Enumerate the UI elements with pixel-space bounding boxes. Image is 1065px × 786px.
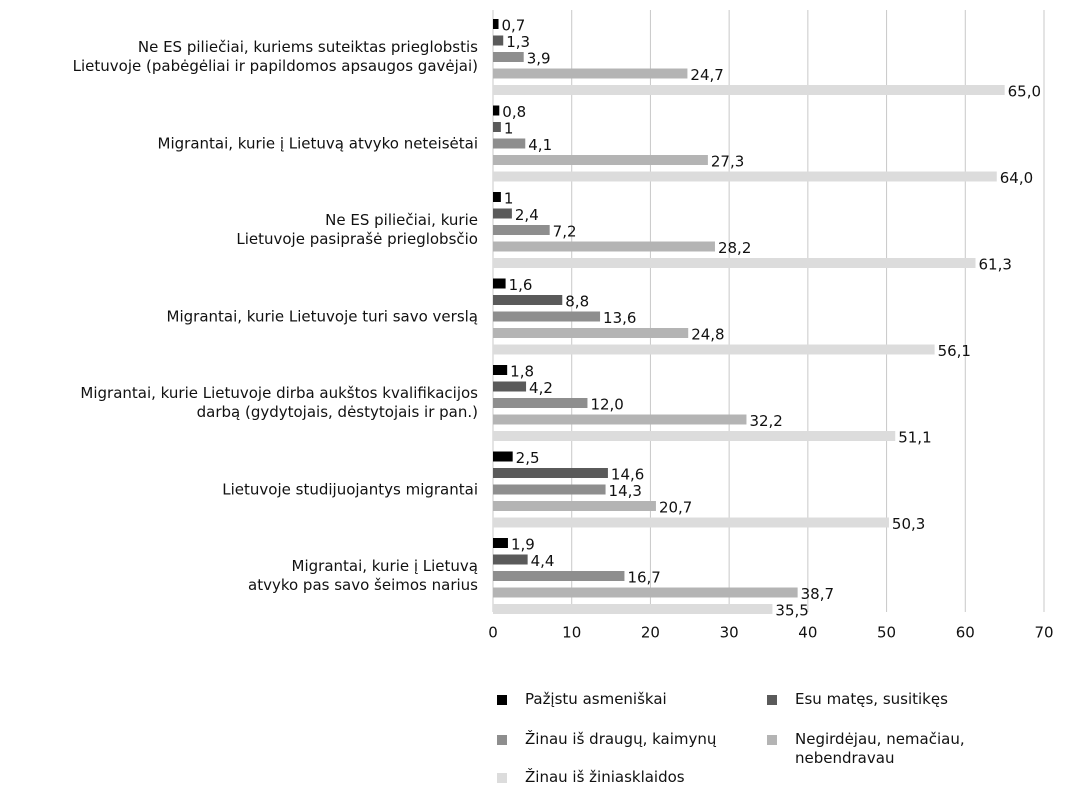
legend-swatch xyxy=(497,695,507,705)
bar xyxy=(493,68,688,79)
value-label: 14,3 xyxy=(609,482,642,500)
legend-label: Esu matęs, susitikęs xyxy=(795,690,948,708)
legend-swatch xyxy=(767,735,777,745)
bar xyxy=(493,431,896,441)
x-tick-label: 40 xyxy=(798,624,817,642)
value-label: 27,3 xyxy=(711,153,744,171)
category-label: Ne ES piliečiai, kurie Lietuvoje pasipra… xyxy=(236,211,478,248)
value-label: 1,9 xyxy=(511,536,535,554)
bar xyxy=(493,52,524,62)
category-label: Ne ES piliečiai, kuriems suteiktas prieg… xyxy=(72,38,478,75)
bar xyxy=(493,19,499,29)
bar xyxy=(493,571,625,581)
bar xyxy=(493,105,500,116)
value-label: 50,3 xyxy=(892,515,925,533)
value-label: 2,4 xyxy=(515,206,539,224)
value-label: 1 xyxy=(504,190,514,208)
value-label: 1 xyxy=(504,120,514,138)
value-label: 28,2 xyxy=(718,239,751,257)
bar xyxy=(493,587,798,598)
bar xyxy=(493,311,601,322)
legend-label: Negirdėjau, nemačiau, nebendravau xyxy=(795,730,965,767)
value-label: 16,7 xyxy=(627,569,660,587)
bar xyxy=(493,451,513,462)
bar xyxy=(493,501,656,511)
x-tick-label: 70 xyxy=(1034,624,1053,642)
bar xyxy=(493,484,606,495)
value-label: 24,7 xyxy=(690,66,723,84)
x-tick-label: 10 xyxy=(562,624,581,642)
x-tick-label: 50 xyxy=(877,624,896,642)
bar xyxy=(493,468,608,478)
legend-swatch xyxy=(497,773,507,783)
x-tick-label: 60 xyxy=(956,624,975,642)
bar xyxy=(493,538,508,548)
bar xyxy=(493,192,501,202)
value-label: 8,8 xyxy=(565,293,589,311)
bar xyxy=(493,208,512,219)
bar xyxy=(493,225,550,235)
value-label: 3,9 xyxy=(527,50,551,68)
value-label: 0,7 xyxy=(502,17,526,35)
value-label: 1,8 xyxy=(510,363,534,381)
category-label: Migrantai, kurie Lietuvoje turi savo ver… xyxy=(166,307,478,325)
bar xyxy=(493,35,504,46)
legend-label: Pažįstu asmeniškai xyxy=(525,690,667,708)
value-label: 64,0 xyxy=(1000,169,1033,187)
category-label: Migrantai, kurie į Lietuvą atvyko pas sa… xyxy=(248,557,478,594)
value-label: 7,2 xyxy=(553,223,577,241)
value-label: 13,6 xyxy=(603,309,636,327)
x-tick-label: 0 xyxy=(488,624,498,642)
bar xyxy=(493,278,506,289)
value-label: 1,3 xyxy=(506,33,530,51)
value-label: 65,0 xyxy=(1008,83,1041,101)
value-label: 35,5 xyxy=(775,602,808,620)
bar xyxy=(493,381,527,392)
value-label: 32,2 xyxy=(749,412,782,430)
value-label: 38,7 xyxy=(801,585,834,603)
bar xyxy=(493,155,708,165)
legend-swatch xyxy=(497,735,507,745)
category-label: Migrantai, kurie į Lietuvą atvyko neteis… xyxy=(157,134,478,152)
bar xyxy=(493,85,1005,95)
value-label: 4,2 xyxy=(529,379,553,397)
legend-swatch xyxy=(767,695,777,705)
bar xyxy=(493,517,889,528)
bar xyxy=(493,138,526,149)
category-label: Migrantai, kurie Lietuvoje dirba aukštos… xyxy=(80,384,478,421)
value-label: 12,0 xyxy=(590,396,623,414)
bar xyxy=(493,604,773,614)
value-label: 1,6 xyxy=(509,276,533,294)
bar xyxy=(493,554,528,565)
bar xyxy=(493,171,997,182)
value-label: 14,6 xyxy=(611,466,644,484)
bar xyxy=(493,344,935,355)
legend-label: Žinau iš draugų, kaimynų xyxy=(525,730,717,748)
value-label: 2,5 xyxy=(516,449,540,467)
bar xyxy=(493,122,501,132)
value-label: 56,1 xyxy=(938,342,971,360)
bar xyxy=(493,398,588,408)
value-label: 0,8 xyxy=(502,103,526,121)
x-tick-label: 30 xyxy=(720,624,739,642)
value-label: 61,3 xyxy=(979,256,1012,274)
category-label: Lietuvoje studijuojantys migrantai xyxy=(222,480,478,498)
value-label: 4,1 xyxy=(528,136,552,154)
value-label: 24,8 xyxy=(691,326,724,344)
value-label: 51,1 xyxy=(898,429,931,447)
bar xyxy=(493,328,689,338)
bar xyxy=(493,295,563,305)
x-tick-label: 20 xyxy=(641,624,660,642)
bar xyxy=(493,414,747,425)
value-label: 20,7 xyxy=(659,499,692,517)
legend-label: Žinau iš žiniasklaidos xyxy=(525,768,685,786)
bar xyxy=(493,258,976,268)
bar xyxy=(493,241,715,252)
value-label: 4,4 xyxy=(531,552,555,570)
bar xyxy=(493,365,508,375)
